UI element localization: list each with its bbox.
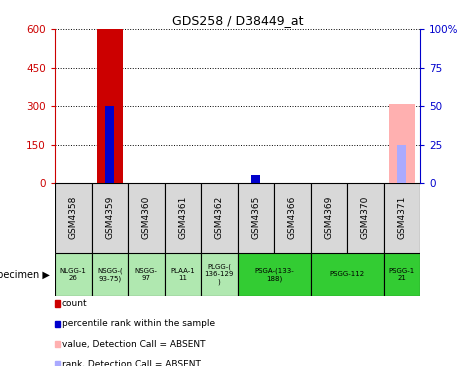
Text: GSM4358: GSM4358	[69, 196, 78, 239]
Bar	[165, 253, 201, 296]
Text: PLAA-1
11: PLAA-1 11	[170, 268, 195, 281]
Bar	[201, 183, 238, 253]
Text: GSM4371: GSM4371	[397, 196, 406, 239]
Text: GSM4369: GSM4369	[324, 196, 333, 239]
Bar	[238, 183, 274, 253]
Text: specimen ▶: specimen ▶	[0, 269, 50, 280]
Text: GSM4360: GSM4360	[142, 196, 151, 239]
Text: GSM4362: GSM4362	[215, 196, 224, 239]
Bar	[128, 183, 165, 253]
Text: PSGA-(133-
188): PSGA-(133- 188)	[254, 268, 294, 281]
Text: percentile rank within the sample: percentile rank within the sample	[62, 320, 215, 328]
Bar	[238, 253, 311, 296]
Text: NLGG-1
26: NLGG-1 26	[60, 268, 86, 281]
Text: PSGG-1
21: PSGG-1 21	[389, 268, 415, 281]
Text: PLGG-(
136-129
): PLGG-( 136-129 )	[205, 264, 234, 285]
Text: GSM4361: GSM4361	[178, 196, 187, 239]
Bar	[311, 183, 347, 253]
Bar	[92, 183, 128, 253]
Text: GSM4365: GSM4365	[251, 196, 260, 239]
Text: rank, Detection Call = ABSENT: rank, Detection Call = ABSENT	[62, 360, 200, 366]
Text: GSM4359: GSM4359	[105, 196, 114, 239]
Bar	[397, 145, 406, 183]
Bar	[97, 29, 122, 183]
Bar	[55, 183, 92, 253]
Bar	[389, 104, 414, 183]
Bar	[165, 183, 201, 253]
Bar	[384, 253, 420, 296]
Bar	[251, 175, 260, 183]
Bar	[311, 253, 384, 296]
Text: NSGG-
97: NSGG- 97	[135, 268, 158, 281]
Bar	[274, 183, 311, 253]
Title: GDS258 / D38449_at: GDS258 / D38449_at	[172, 14, 303, 27]
Bar	[201, 253, 238, 296]
Bar	[384, 183, 420, 253]
Text: count: count	[62, 299, 87, 308]
Text: GSM4366: GSM4366	[288, 196, 297, 239]
Bar	[105, 106, 114, 183]
Text: NSGG-(
93-75): NSGG-( 93-75)	[97, 268, 123, 281]
Bar	[55, 253, 92, 296]
Bar	[128, 253, 165, 296]
Text: GSM4370: GSM4370	[361, 196, 370, 239]
Text: value, Detection Call = ABSENT: value, Detection Call = ABSENT	[62, 340, 205, 348]
Bar	[347, 183, 384, 253]
Text: PSGG-112: PSGG-112	[329, 272, 365, 277]
Bar	[92, 253, 128, 296]
